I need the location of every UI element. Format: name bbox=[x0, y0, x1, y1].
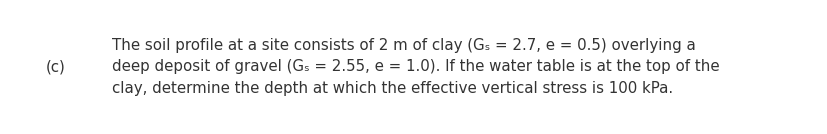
Text: (c): (c) bbox=[45, 59, 65, 75]
Text: clay, determine the depth at which the effective vertical stress is 100 kPa.: clay, determine the depth at which the e… bbox=[112, 81, 672, 96]
Text: deep deposit of gravel (Gₛ = 2.55, e = 1.0). If the water table is at the top of: deep deposit of gravel (Gₛ = 2.55, e = 1… bbox=[112, 59, 719, 75]
Text: The soil profile at a site consists of 2 m of clay (Gₛ = 2.7, e = 0.5) overlying: The soil profile at a site consists of 2… bbox=[112, 38, 695, 53]
